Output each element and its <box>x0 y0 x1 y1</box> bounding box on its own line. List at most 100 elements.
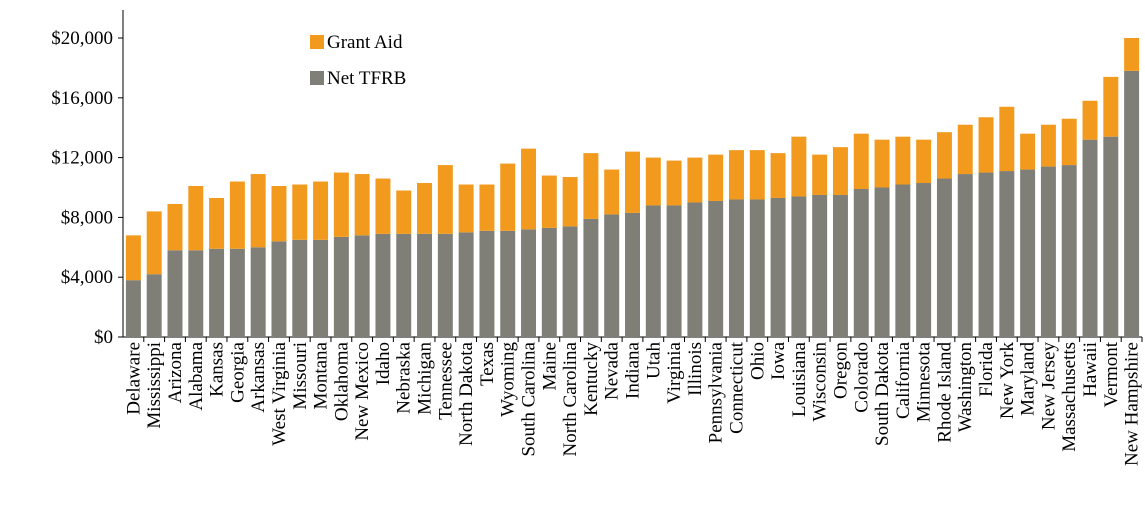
bar-segment <box>770 153 786 198</box>
bar-segment <box>957 174 973 337</box>
x-tick-label: Ohio <box>747 342 768 380</box>
legend-label: Net TFRB <box>327 68 406 89</box>
x-tick-label: Alabama <box>186 341 207 410</box>
bar-segment <box>708 154 724 201</box>
y-tick-label: $0 <box>94 327 113 348</box>
x-tick-label: Pennsylvania <box>706 341 727 443</box>
bar-segment <box>645 205 661 337</box>
bar-segment <box>521 148 537 230</box>
bar-segment <box>832 147 848 195</box>
x-tick-label: Maryland <box>1018 342 1039 416</box>
bar-segment <box>437 165 453 234</box>
bar-segment <box>125 235 141 281</box>
bar-segment <box>895 184 911 337</box>
bar-segment <box>687 157 703 203</box>
bar-segment <box>1040 124 1056 167</box>
y-tick-label: $8,000 <box>61 207 113 228</box>
legend-swatch <box>310 71 324 85</box>
x-tick-label: Vermont <box>1101 341 1122 407</box>
bar-segment <box>209 197 225 249</box>
y-tick-label: $4,000 <box>61 267 113 288</box>
bar-segment <box>313 239 329 337</box>
x-tick-label: Nebraska <box>394 341 415 413</box>
x-tick-label: Missouri <box>290 342 311 410</box>
bar-segment <box>333 236 349 337</box>
bar-segment <box>500 163 516 231</box>
bar-segment <box>146 211 162 275</box>
bar-segment <box>458 232 474 337</box>
bar-segment <box>708 200 724 337</box>
x-tick-label: Texas <box>477 342 498 386</box>
x-tick-label: Connecticut <box>726 341 747 434</box>
bar-segment <box>625 151 640 213</box>
bar-segment <box>188 250 204 337</box>
x-tick-label: South Carolina <box>519 341 540 456</box>
x-tick-label: Minnesota <box>914 341 935 422</box>
bar-segment <box>188 186 204 251</box>
bar-segment <box>936 132 952 179</box>
bar-segment <box>125 280 141 337</box>
bar-segment <box>437 233 453 337</box>
x-tick-label: Louisiana <box>789 341 810 416</box>
x-tick-label: Wyoming <box>498 342 519 417</box>
bar-segment <box>645 157 661 206</box>
bar-segment <box>229 248 245 337</box>
x-tick-label: Georgia <box>227 341 248 402</box>
bar-segment <box>625 212 640 337</box>
x-tick-label: Montana <box>311 341 332 409</box>
x-tick-label: Iowa <box>768 341 789 380</box>
bar-segment <box>812 154 828 195</box>
bar-segment <box>250 174 266 248</box>
bar-segment <box>1082 139 1098 337</box>
x-tick-label: Hawaii <box>1080 342 1101 397</box>
bar-segment <box>313 181 329 240</box>
x-tick-label: Wisconsin <box>810 342 831 422</box>
x-tick-label: California <box>893 341 914 419</box>
x-tick-label: Arizona <box>165 341 186 403</box>
bar-segment <box>853 133 869 189</box>
x-tick-label: Illinois <box>685 342 706 396</box>
bar-segment <box>1020 133 1036 170</box>
bar-segment <box>916 139 932 184</box>
bar-segment <box>936 178 952 337</box>
bar-segment <box>229 181 245 249</box>
bar-segment <box>583 218 599 337</box>
bar-segment <box>541 175 557 228</box>
legend-label: Grant Aid <box>327 32 403 53</box>
y-tick-label: $16,000 <box>51 88 113 109</box>
x-tick-label: Oklahoma <box>331 341 352 421</box>
x-tick-label: New Hampshire <box>1122 342 1143 466</box>
bar-segment <box>895 136 911 185</box>
bar-segment <box>583 153 599 219</box>
bar-segment <box>375 233 391 337</box>
bar-segment <box>521 229 537 337</box>
bar-segment <box>604 169 620 215</box>
bar-segment <box>396 190 412 234</box>
bar-segment <box>333 172 349 237</box>
bar-segment <box>770 197 786 337</box>
bar-segment <box>978 172 994 337</box>
bar-segment <box>957 124 973 175</box>
bar-segment <box>728 150 744 200</box>
bar-segment <box>292 239 308 337</box>
x-tick-label: Colorado <box>851 342 872 413</box>
bar-segment <box>1061 165 1077 337</box>
bar-segment <box>541 227 557 337</box>
x-tick-label: Idaho <box>373 342 394 385</box>
x-tick-label: Mississippi <box>144 342 165 429</box>
x-tick-label: Michigan <box>415 342 436 415</box>
bar-segment <box>354 174 370 236</box>
bar-segment <box>1103 76 1119 137</box>
x-tick-label: New York <box>997 342 1018 420</box>
bar-segment <box>791 196 807 337</box>
bar-segment <box>749 199 765 337</box>
x-tick-label: Kentucky <box>581 342 602 416</box>
x-tick-label: Tennessee <box>435 342 456 420</box>
bar-segment <box>146 274 162 337</box>
bar-segment <box>562 226 578 337</box>
bar-segment <box>999 106 1015 172</box>
x-tick-label: Kansas <box>207 342 228 397</box>
x-tick-label: North Carolina <box>560 341 581 456</box>
bar-segment <box>791 136 807 197</box>
